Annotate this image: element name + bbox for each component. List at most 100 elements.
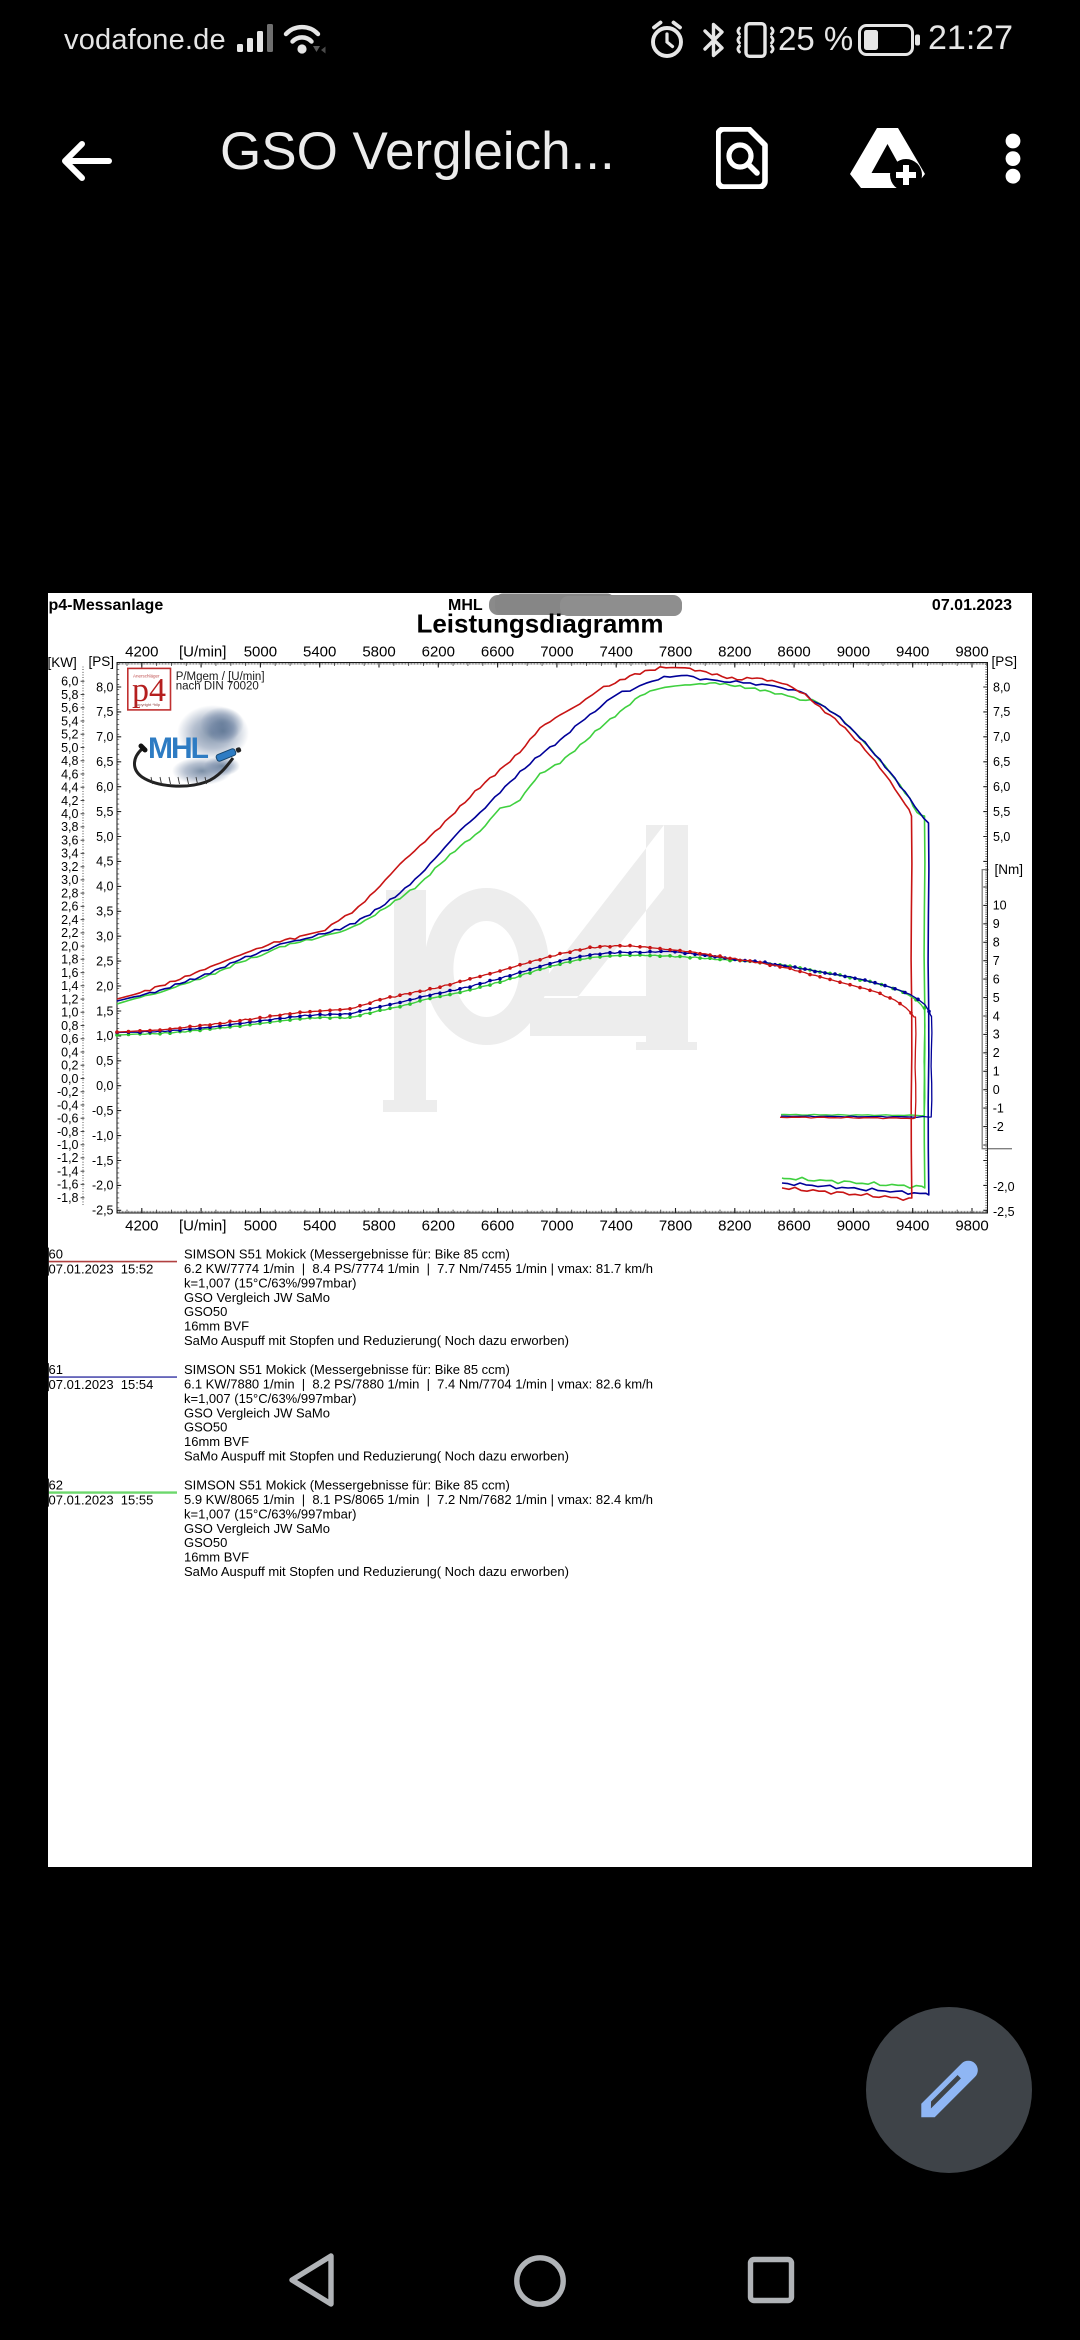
svg-text:6,5: 6,5	[993, 755, 1010, 769]
svg-text:16mm BVF: 16mm BVF	[184, 1550, 249, 1565]
svg-text:07.01.2023 15:55: 07.01.2023 15:55	[49, 1492, 154, 1507]
svg-text:7000: 7000	[540, 644, 573, 661]
svg-text:07.01.2023 15:54: 07.01.2023 15:54	[49, 1377, 154, 1392]
svg-text:8200: 8200	[718, 1218, 751, 1235]
svg-text:3,0: 3,0	[96, 930, 113, 944]
svg-text:2: 2	[993, 1046, 1000, 1060]
svg-text:5,5: 5,5	[96, 805, 113, 819]
svg-text:8600: 8600	[777, 644, 810, 661]
svg-text:5800: 5800	[362, 1218, 395, 1235]
svg-text:9400: 9400	[896, 644, 929, 661]
svg-text:4200: 4200	[125, 1218, 158, 1235]
svg-text:7400: 7400	[600, 644, 633, 661]
svg-text:6,0: 6,0	[96, 780, 113, 794]
svg-text:-2: -2	[993, 1120, 1004, 1134]
svg-text:-2,0: -2,0	[92, 1179, 114, 1193]
svg-text:P/Mgem / [U/min]: P/Mgem / [U/min]	[176, 671, 265, 683]
svg-text:0,0: 0,0	[61, 1072, 78, 1086]
svg-text:7,5: 7,5	[96, 705, 113, 719]
svg-text:10: 10	[993, 899, 1007, 913]
svg-text:9: 9	[993, 917, 1000, 931]
svg-text:-1,6: -1,6	[57, 1178, 79, 1192]
svg-text:4: 4	[993, 1009, 1000, 1023]
svg-text:MHL: MHL	[448, 597, 483, 614]
svg-text:[PS]: [PS]	[89, 654, 115, 669]
svg-text:[KW]: [KW]	[48, 655, 77, 670]
svg-text:1: 1	[993, 1065, 1000, 1079]
svg-text:k=1,007 (15°C/63%/997mbar): k=1,007 (15°C/63%/997mbar)	[184, 1275, 357, 1290]
svg-text:[U/min]: [U/min]	[179, 1218, 227, 1235]
svg-text:5,0: 5,0	[96, 830, 113, 844]
svg-text:7800: 7800	[659, 644, 692, 661]
svg-text:5,6: 5,6	[61, 701, 78, 715]
svg-text:8,0: 8,0	[993, 680, 1010, 694]
svg-text:-2,5: -2,5	[993, 1205, 1015, 1219]
svg-text:0,2: 0,2	[61, 1059, 78, 1073]
svg-text:GSO50: GSO50	[184, 1304, 227, 1319]
svg-text:6600: 6600	[481, 644, 514, 661]
svg-text:-0,6: -0,6	[57, 1112, 79, 1126]
svg-text:SIMSON S51 Mokick (Messergebni: SIMSON S51 Mokick (Messergebnisse für: B…	[184, 1247, 510, 1262]
svg-text:1,4: 1,4	[61, 979, 78, 993]
svg-text:3,5: 3,5	[96, 905, 113, 919]
svg-text:-0,2: -0,2	[57, 1085, 79, 1099]
svg-text:7000: 7000	[540, 1218, 573, 1235]
svg-text:6: 6	[993, 972, 1000, 986]
svg-text:-1,0: -1,0	[57, 1138, 79, 1152]
svg-text:6200: 6200	[422, 644, 455, 661]
svg-text:-1,2: -1,2	[57, 1151, 79, 1165]
svg-text:2,5: 2,5	[96, 954, 113, 968]
svg-text:2,0: 2,0	[61, 939, 78, 953]
svg-text:-1,8: -1,8	[57, 1191, 79, 1205]
svg-text:SIMSON S51 Mokick (Messergebni: SIMSON S51 Mokick (Messergebnisse für: B…	[184, 1478, 510, 1493]
svg-text:3,0: 3,0	[61, 873, 78, 887]
svg-text:-2,5: -2,5	[92, 1204, 114, 1218]
svg-text:copyright *hilp: copyright *hilp	[135, 702, 161, 707]
svg-text:GSO Vergleich JW SaMo: GSO Vergleich JW SaMo	[184, 1290, 330, 1305]
svg-text:k=1,007 (15°C/63%/997mbar): k=1,007 (15°C/63%/997mbar)	[184, 1506, 357, 1521]
svg-text:0,6: 0,6	[61, 1032, 78, 1046]
svg-text:1,6: 1,6	[61, 966, 78, 980]
svg-text:8: 8	[993, 936, 1000, 950]
svg-text:-0,4: -0,4	[57, 1098, 79, 1112]
svg-text:0: 0	[993, 1083, 1000, 1097]
svg-text:-0,8: -0,8	[57, 1125, 79, 1139]
svg-text:16mm BVF: 16mm BVF	[184, 1434, 249, 1449]
svg-text:4,0: 4,0	[96, 880, 113, 894]
svg-text:8200: 8200	[718, 644, 751, 661]
svg-text:5,0: 5,0	[993, 830, 1010, 844]
svg-text:7,0: 7,0	[993, 730, 1010, 744]
svg-text:7: 7	[993, 954, 1000, 968]
svg-text:61: 61	[49, 1362, 63, 1377]
svg-text:3: 3	[993, 1028, 1000, 1042]
svg-text:7,0: 7,0	[96, 730, 113, 744]
svg-text:1,8: 1,8	[61, 953, 78, 967]
svg-text:3,8: 3,8	[61, 820, 78, 834]
svg-text:6600: 6600	[481, 1218, 514, 1235]
svg-text:6,0: 6,0	[993, 780, 1010, 794]
svg-text:7400: 7400	[600, 1218, 633, 1235]
svg-text:2,2: 2,2	[61, 926, 78, 940]
svg-text:3,6: 3,6	[61, 834, 78, 848]
svg-text:4,6: 4,6	[61, 767, 78, 781]
svg-text:0,4: 0,4	[61, 1045, 78, 1059]
svg-text:SaMo Auspuff mit Stopfen und R: SaMo Auspuff mit Stopfen und Reduzierung…	[184, 1333, 569, 1348]
svg-text:62: 62	[49, 1478, 63, 1493]
svg-text:4,5: 4,5	[96, 855, 113, 869]
svg-text:p4-Messanlage: p4-Messanlage	[49, 597, 164, 614]
svg-text:5,5: 5,5	[993, 805, 1010, 819]
svg-text:5,4: 5,4	[61, 714, 78, 728]
svg-text:8600: 8600	[777, 1218, 810, 1235]
svg-text:9000: 9000	[837, 1218, 870, 1235]
svg-text:1,5: 1,5	[96, 1004, 113, 1018]
svg-text:9800: 9800	[955, 644, 988, 661]
svg-text:5: 5	[993, 991, 1000, 1005]
svg-text:0,0: 0,0	[96, 1079, 113, 1093]
svg-text:5400: 5400	[303, 644, 336, 661]
svg-text:4,0: 4,0	[61, 807, 78, 821]
svg-text:7,5: 7,5	[993, 705, 1010, 719]
svg-text:p4: p4	[132, 672, 166, 709]
svg-text:2,0: 2,0	[96, 979, 113, 993]
svg-text:16mm BVF: 16mm BVF	[184, 1319, 249, 1334]
svg-text:Leistungsdiagramm: Leistungsdiagramm	[416, 609, 663, 639]
